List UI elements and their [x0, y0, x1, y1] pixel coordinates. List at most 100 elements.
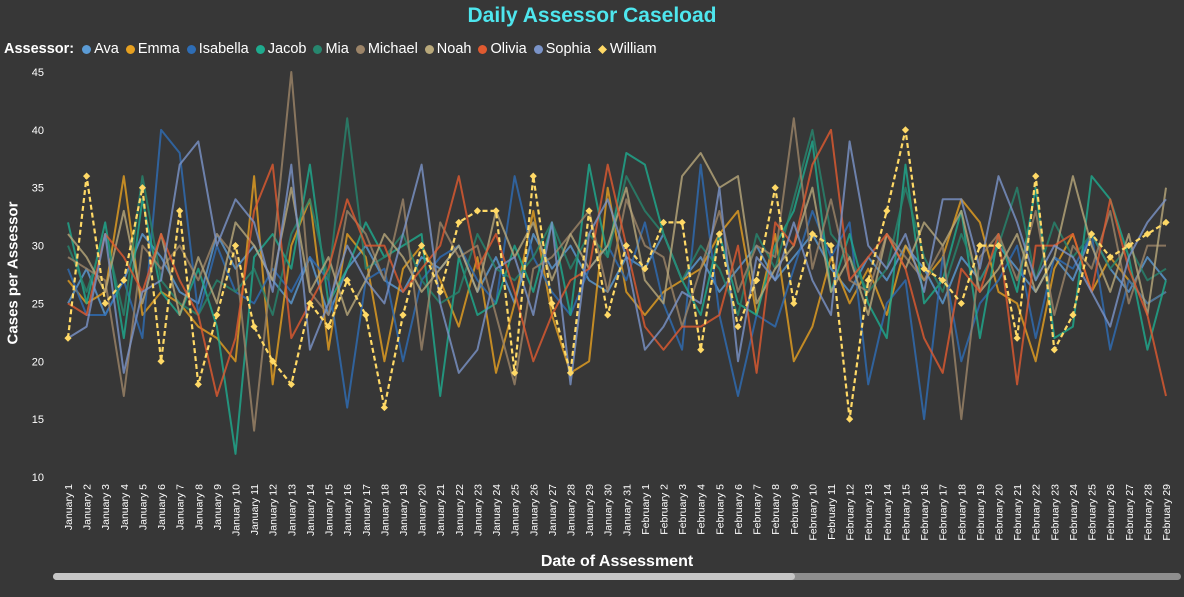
data-point-william[interactable] [808, 230, 817, 238]
data-point-william[interactable] [846, 415, 854, 423]
data-point-william[interactable] [213, 311, 221, 319]
data-point-william[interactable] [1013, 334, 1021, 342]
data-point-william[interactable] [1143, 230, 1151, 238]
data-point-william[interactable] [752, 276, 761, 284]
data-point-william[interactable] [566, 369, 575, 377]
x-tick-label: January 4 [119, 484, 131, 530]
x-tick-label: February 16 [919, 484, 931, 541]
data-point-william[interactable] [641, 265, 649, 273]
data-point-william[interactable] [473, 207, 482, 215]
data-point-william[interactable] [697, 346, 705, 354]
data-point-william[interactable] [1032, 172, 1040, 180]
data-point-william[interactable] [585, 207, 593, 215]
data-point-william[interactable] [678, 218, 686, 227]
data-point-william[interactable] [287, 380, 295, 389]
data-point-william[interactable] [101, 299, 109, 308]
data-point-william[interactable] [492, 207, 500, 215]
data-point-william[interactable] [511, 369, 519, 377]
data-point-william[interactable] [734, 322, 742, 331]
x-tick-label: January 20 [417, 484, 429, 536]
data-point-william[interactable] [1050, 346, 1058, 354]
data-point-william[interactable] [827, 241, 835, 250]
legend-item-michael[interactable]: Michael [355, 41, 418, 57]
data-point-william[interactable] [157, 357, 165, 365]
data-point-william[interactable] [417, 241, 426, 250]
data-point-william[interactable] [64, 334, 72, 342]
data-point-william[interactable] [715, 230, 723, 238]
data-point-william[interactable] [343, 276, 351, 284]
data-point-william[interactable] [901, 126, 910, 134]
data-point-william[interactable] [529, 172, 537, 180]
horizontal-scrollbar[interactable] [53, 573, 1181, 580]
data-point-william[interactable] [548, 299, 556, 308]
data-point-william[interactable] [399, 311, 407, 319]
legend-item-mia[interactable]: Mia [313, 41, 349, 57]
legend-label: Ava [94, 41, 119, 57]
data-point-william[interactable] [1087, 230, 1096, 238]
data-point-william[interactable] [231, 241, 240, 250]
x-tick-label: January 12 [268, 484, 280, 536]
data-point-william[interactable] [380, 403, 388, 412]
data-point-william[interactable] [436, 288, 444, 296]
x-tick-label: January 9 [212, 484, 224, 530]
y-axis-label: Cases per Assessor [4, 201, 22, 345]
x-tick-label: February 2 [659, 484, 671, 535]
x-tick-label: January 10 [230, 484, 242, 536]
legend-item-jacob[interactable]: Jacob [255, 41, 306, 57]
x-tick-label: January 21 [435, 484, 447, 536]
data-point-william[interactable] [362, 311, 370, 319]
data-point-william[interactable] [920, 265, 928, 273]
data-point-william[interactable] [883, 207, 891, 215]
data-point-william[interactable] [994, 241, 1003, 250]
data-point-william[interactable] [1069, 311, 1077, 319]
data-point-william[interactable] [771, 184, 779, 192]
data-point-william[interactable] [1125, 241, 1133, 250]
x-tick-label: January 24 [491, 484, 503, 536]
legend-item-olivia[interactable]: Olivia [478, 41, 527, 57]
legend: Assessor: Ava Emma Isabella Jacob Mia Michael… [4, 40, 664, 58]
x-tick-label: February 23 [1049, 484, 1061, 541]
x-tick-label: February 10 [807, 484, 819, 541]
legend-item-william[interactable]: William [597, 41, 657, 57]
y-tick-label: 45 [32, 67, 44, 79]
legend-item-ava[interactable]: Ava [82, 41, 119, 57]
x-tick-label: January 29 [584, 484, 596, 536]
data-point-william[interactable] [120, 276, 128, 284]
x-tick-label: February 1 [640, 484, 652, 535]
x-tick-label: February 9 [789, 484, 801, 535]
legend-title: Assessor: [4, 41, 75, 57]
data-point-william[interactable] [604, 311, 612, 319]
data-point-william[interactable] [176, 207, 184, 215]
data-point-william[interactable] [622, 241, 630, 250]
data-point-william[interactable] [1106, 253, 1114, 261]
data-point-william[interactable] [864, 276, 872, 284]
data-point-william[interactable] [939, 276, 947, 284]
data-point-william[interactable] [976, 241, 984, 250]
series-line-isabella [67, 128, 1167, 421]
legend-marker [597, 44, 607, 54]
data-point-william[interactable] [306, 299, 314, 308]
data-point-william[interactable] [250, 322, 258, 331]
data-point-william[interactable] [957, 299, 965, 308]
data-point-william[interactable] [790, 299, 798, 308]
y-tick-label: 10 [32, 472, 44, 484]
x-tick-label: February 14 [882, 484, 894, 541]
x-tick-label: February 27 [1124, 484, 1136, 541]
legend-item-sophia[interactable]: Sophia [533, 41, 591, 57]
x-tick-label: January 7 [175, 484, 187, 530]
data-point-william[interactable] [138, 184, 147, 192]
data-point-william[interactable] [83, 172, 91, 180]
data-point-william[interactable] [269, 357, 277, 365]
data-point-william[interactable] [455, 218, 463, 227]
data-point-william[interactable] [194, 380, 202, 389]
data-point-william[interactable] [659, 218, 668, 227]
legend-marker [533, 44, 543, 54]
legend-item-emma[interactable]: Emma [125, 41, 180, 57]
legend-item-isabella[interactable]: Isabella [186, 41, 249, 57]
data-point-william[interactable] [324, 322, 333, 331]
legend-item-noah[interactable]: Noah [424, 41, 471, 57]
data-point-william[interactable] [1162, 218, 1170, 227]
x-tick-label: February 28 [1142, 484, 1154, 541]
scrollbar-thumb[interactable] [53, 573, 795, 580]
legend-label: William [609, 41, 657, 57]
